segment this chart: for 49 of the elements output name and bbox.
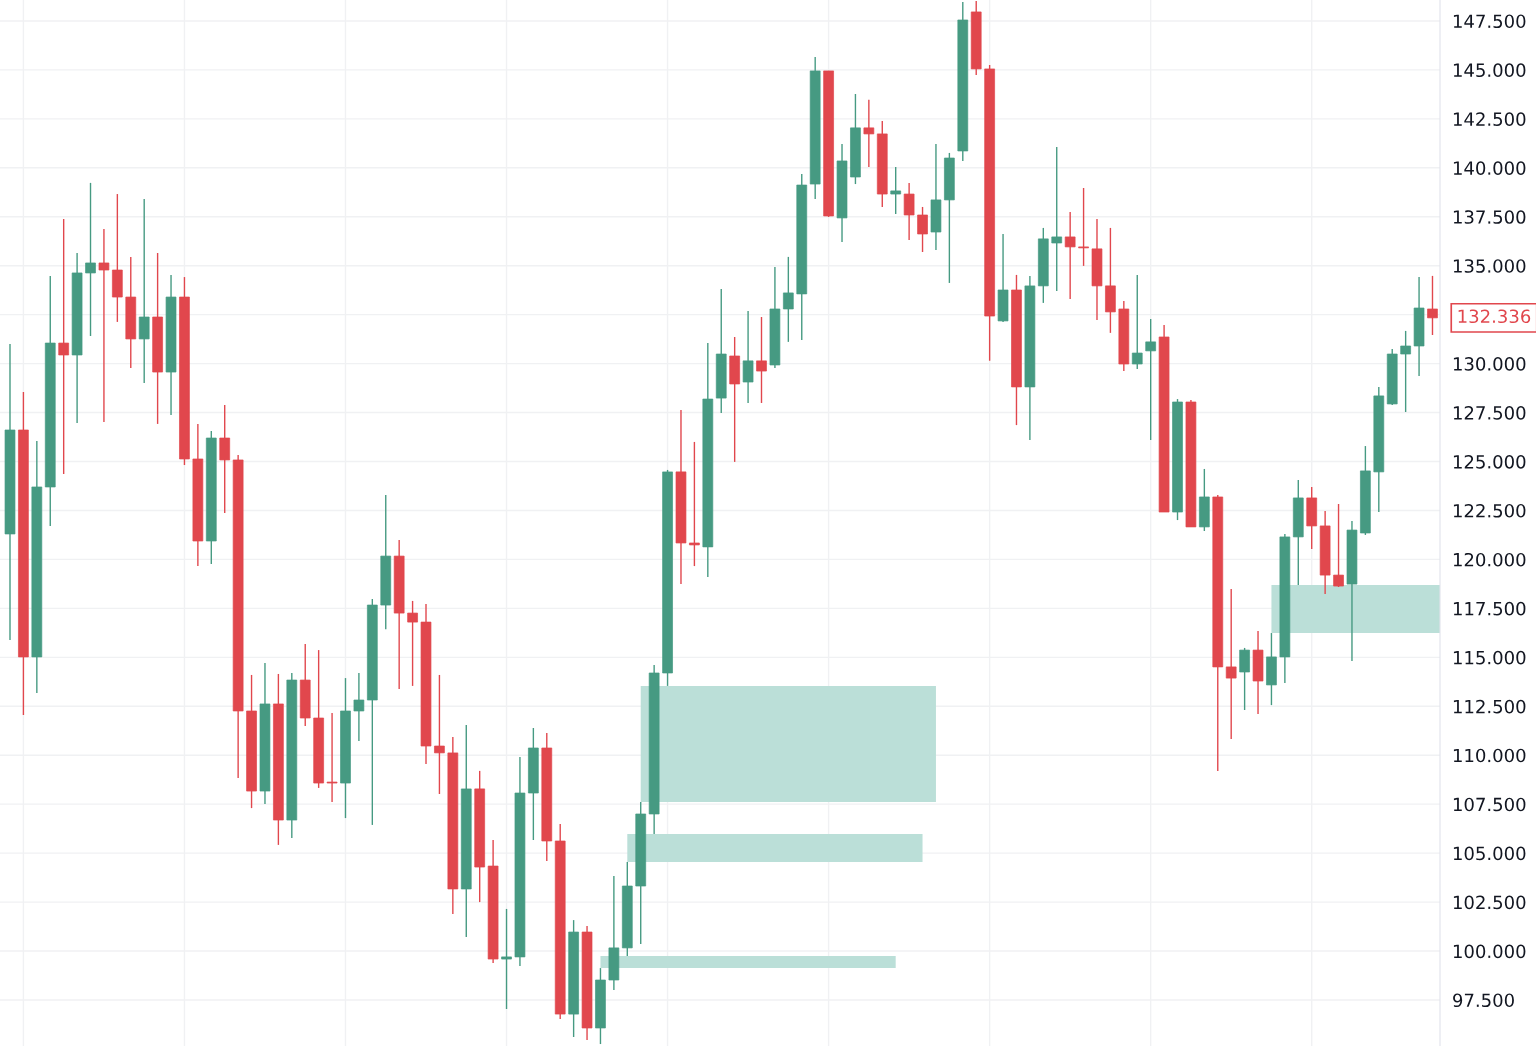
candlestick xyxy=(742,310,754,404)
candlestick xyxy=(783,256,794,343)
y-tick-label: 100.000 xyxy=(1453,944,1526,959)
y-tick-label: 97.500 xyxy=(1453,993,1514,1008)
candlestick xyxy=(98,228,110,423)
candlestick xyxy=(1131,274,1143,370)
candlestick xyxy=(219,404,231,514)
y-tick-label: 135.000 xyxy=(1453,259,1526,273)
candlestick xyxy=(863,99,875,168)
candlestick xyxy=(138,198,150,384)
y-tick-label: 112.500 xyxy=(1453,699,1526,714)
candlestick xyxy=(903,182,915,241)
candlestick xyxy=(1145,318,1156,441)
candlestick xyxy=(353,672,365,742)
y-tick-label: 125.000 xyxy=(1453,454,1526,469)
candlestick xyxy=(407,600,418,687)
candlestick xyxy=(689,441,700,567)
candlestick xyxy=(501,908,512,1010)
candlestick xyxy=(1225,588,1237,740)
candlestick xyxy=(85,182,96,337)
y-tick-label: 130.000 xyxy=(1453,357,1526,371)
candlestick xyxy=(756,316,767,404)
y-tick-label: 127.500 xyxy=(1453,406,1526,420)
candlestick xyxy=(1064,211,1076,300)
candlestick xyxy=(1078,187,1089,267)
y-tick-label: 105.000 xyxy=(1453,846,1526,861)
y-tick-label: 142.500 xyxy=(1453,112,1526,126)
y-tick-label: 107.500 xyxy=(1453,797,1526,812)
candlestick xyxy=(58,218,69,475)
y-tick-label: 122.500 xyxy=(1453,503,1526,518)
candlestick xyxy=(917,206,928,253)
y-tick-label: 137.500 xyxy=(1453,210,1526,224)
candlestick xyxy=(1400,330,1411,413)
y-tick-label: 115.000 xyxy=(1453,650,1526,665)
y-tick-label: 102.500 xyxy=(1453,895,1526,910)
candlestick xyxy=(1051,146,1063,292)
y-tick-label: 120.000 xyxy=(1453,552,1526,567)
candlestick xyxy=(890,166,902,215)
text: 132.336 xyxy=(1458,309,1531,324)
y-tick-label: 117.500 xyxy=(1453,601,1526,616)
candlestick xyxy=(1333,503,1344,588)
candlestick xyxy=(1239,647,1250,711)
candlestick xyxy=(1427,275,1438,336)
candlestick xyxy=(434,674,445,795)
y-tick-label: 110.000 xyxy=(1453,748,1526,763)
candlestick xyxy=(326,712,338,803)
y-tick-label: 140.000 xyxy=(1453,161,1526,175)
y-tick-label: 147.500 xyxy=(1453,14,1526,29)
y-tick-label: 145.000 xyxy=(1453,63,1526,78)
